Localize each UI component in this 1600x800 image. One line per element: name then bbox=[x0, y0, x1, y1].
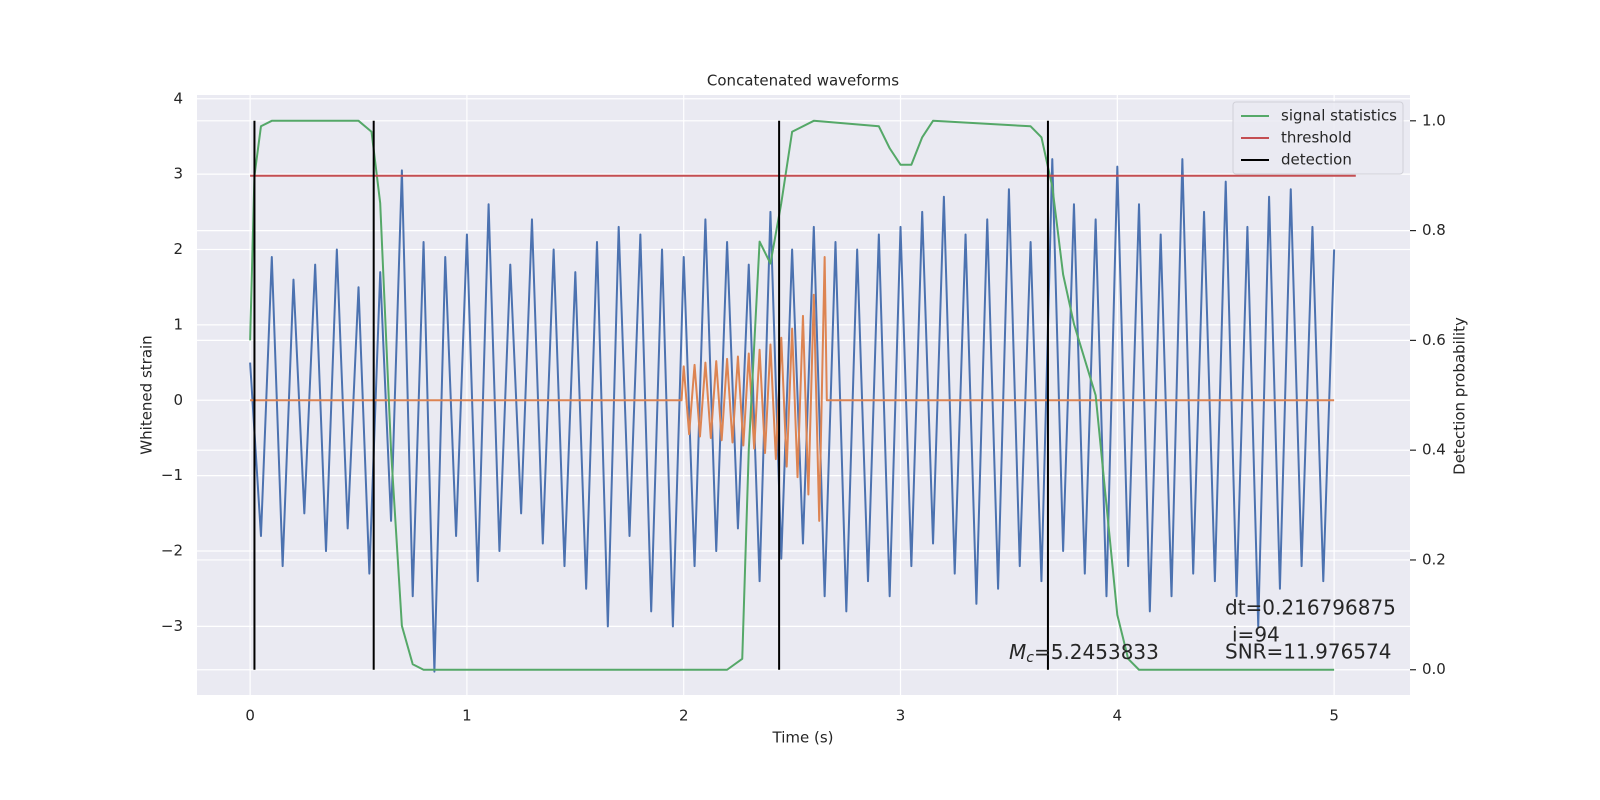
annotation-subscript: c bbox=[1026, 650, 1034, 666]
y2-tick-label: 1.0 bbox=[1422, 111, 1446, 129]
series-line bbox=[249, 158, 1336, 673]
annotation: SNR=11.976574 bbox=[1225, 640, 1391, 664]
annotation: dt=0.216796875 bbox=[1225, 596, 1396, 620]
y-tick-label: 1 bbox=[173, 315, 183, 333]
annotation: Mc=5.2453833 bbox=[1009, 640, 1159, 667]
y2-tick-label: 0.6 bbox=[1422, 331, 1446, 349]
x-tick-label: 0 bbox=[245, 707, 255, 725]
annotation-text: =5.2453833 bbox=[1034, 640, 1159, 664]
y-tick-label: −1 bbox=[161, 466, 183, 484]
legend-box bbox=[1232, 101, 1404, 175]
legend-label: threshold bbox=[1281, 129, 1352, 147]
y-tick-label: −3 bbox=[161, 617, 183, 635]
x-tick-label: 3 bbox=[896, 707, 906, 725]
y-axis-label: Whitened strain bbox=[138, 335, 156, 454]
series-line bbox=[250, 256, 1335, 522]
y2-tick-label: 0.8 bbox=[1422, 221, 1446, 239]
y2-tick-label: 0.2 bbox=[1422, 550, 1446, 568]
legend-label: signal statistics bbox=[1281, 107, 1397, 125]
y2-tick-label: 0.0 bbox=[1422, 660, 1446, 678]
annotation: i=94 bbox=[1232, 623, 1280, 647]
y-tick-label: 0 bbox=[173, 391, 183, 409]
y2-axis-label: Detection probability bbox=[1451, 317, 1469, 475]
x-axis-label: Time (s) bbox=[772, 729, 834, 747]
x-tick-label: 5 bbox=[1329, 707, 1339, 725]
y-tick-label: 2 bbox=[173, 240, 183, 258]
y-tick-label: −2 bbox=[161, 542, 183, 560]
x-tick-label: 1 bbox=[462, 707, 472, 725]
legend: signal statistics threshold detection bbox=[1232, 101, 1404, 175]
x-tick-label: 4 bbox=[1113, 707, 1123, 725]
series-line bbox=[249, 119, 1335, 671]
legend-label: detection bbox=[1281, 151, 1352, 169]
y-tick-label: 4 bbox=[173, 89, 183, 107]
x-tick-label: 2 bbox=[679, 707, 689, 725]
marks bbox=[249, 119, 1356, 673]
chart-title: Concatenated waveforms bbox=[707, 72, 899, 90]
annotation-symbol: M bbox=[1009, 640, 1026, 664]
y-tick-label: 3 bbox=[173, 165, 183, 183]
y2-tick-label: 0.4 bbox=[1422, 441, 1446, 459]
